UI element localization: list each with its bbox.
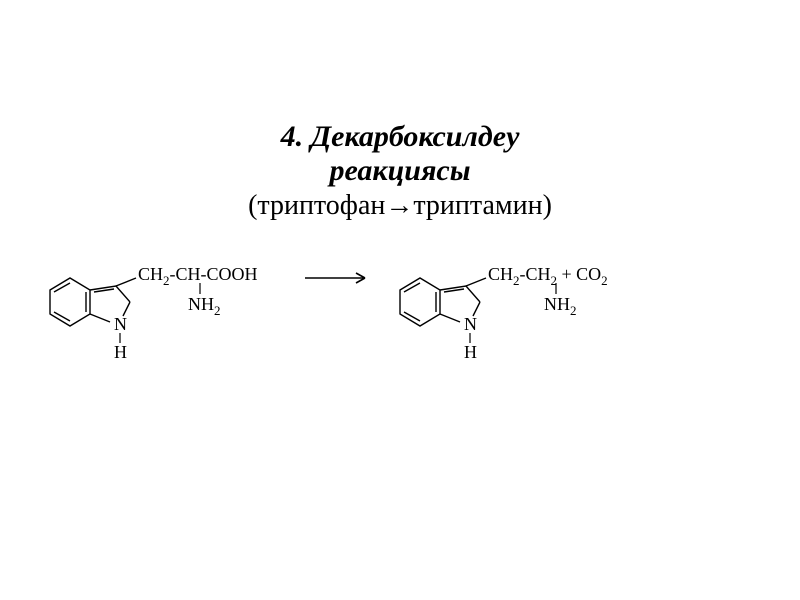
sidechain-label: CH2-CH2 + CO2 <box>488 264 608 288</box>
ring-H-label: H <box>464 342 477 362</box>
reaction-scheme: N H CH2-CH-COOH NH2 <box>30 250 770 390</box>
subtitle: (триптофан→триптамин) <box>0 190 800 222</box>
sidechain-bond-icon <box>116 278 136 286</box>
ring-N-label: N <box>114 314 127 334</box>
nh2-label: NH2 <box>188 294 221 318</box>
benzene-ring-icon <box>400 278 440 326</box>
reactant-tryptophan: N H CH2-CH-COOH NH2 <box>50 264 258 362</box>
sidechain-label: CH2-CH-COOH <box>138 264 258 288</box>
product-tryptamine: N H CH2-CH2 + CO2 NH2 <box>400 264 608 362</box>
title-block: 4. Декарбоксилдеу реакциясы (триптофан→т… <box>0 120 800 222</box>
title-line-1: 4. Декарбоксилдеу <box>0 120 800 154</box>
reaction-svg: N H CH2-CH-COOH NH2 <box>30 250 770 390</box>
title-line-2: реакциясы <box>0 154 800 188</box>
ring-N-label: N <box>464 314 477 334</box>
benzene-ring-icon <box>50 278 90 326</box>
ring-H-label: H <box>114 342 127 362</box>
sidechain-bond-icon <box>466 278 486 286</box>
reaction-arrow-icon <box>305 273 365 283</box>
nh2-label: NH2 <box>544 294 577 318</box>
